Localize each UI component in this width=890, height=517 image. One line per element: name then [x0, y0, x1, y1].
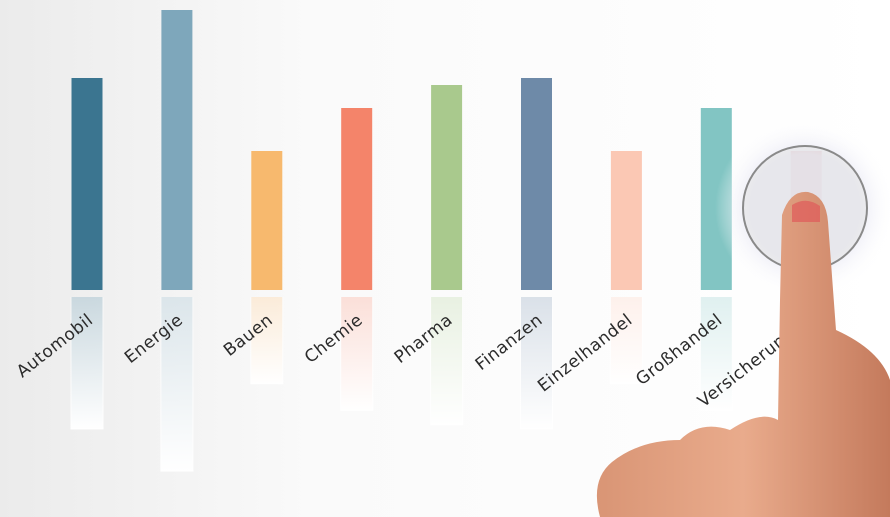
bar — [251, 151, 283, 290]
bar — [71, 78, 103, 290]
reflection-fade — [430, 297, 464, 426]
reflection-fade — [250, 297, 284, 385]
reflection-fade — [340, 297, 374, 411]
reflection-fade — [520, 297, 553, 430]
bar — [610, 151, 642, 290]
reflection-fade — [699, 297, 733, 411]
hand — [596, 118, 890, 517]
bar — [521, 78, 552, 290]
bar — [161, 10, 193, 290]
finger — [596, 191, 890, 517]
reflection-fade — [160, 297, 194, 472]
bar — [431, 85, 463, 290]
fingertip-light — [792, 200, 820, 222]
reflection-fade — [609, 297, 643, 385]
reflection-fade — [70, 297, 104, 430]
bar — [341, 108, 373, 290]
